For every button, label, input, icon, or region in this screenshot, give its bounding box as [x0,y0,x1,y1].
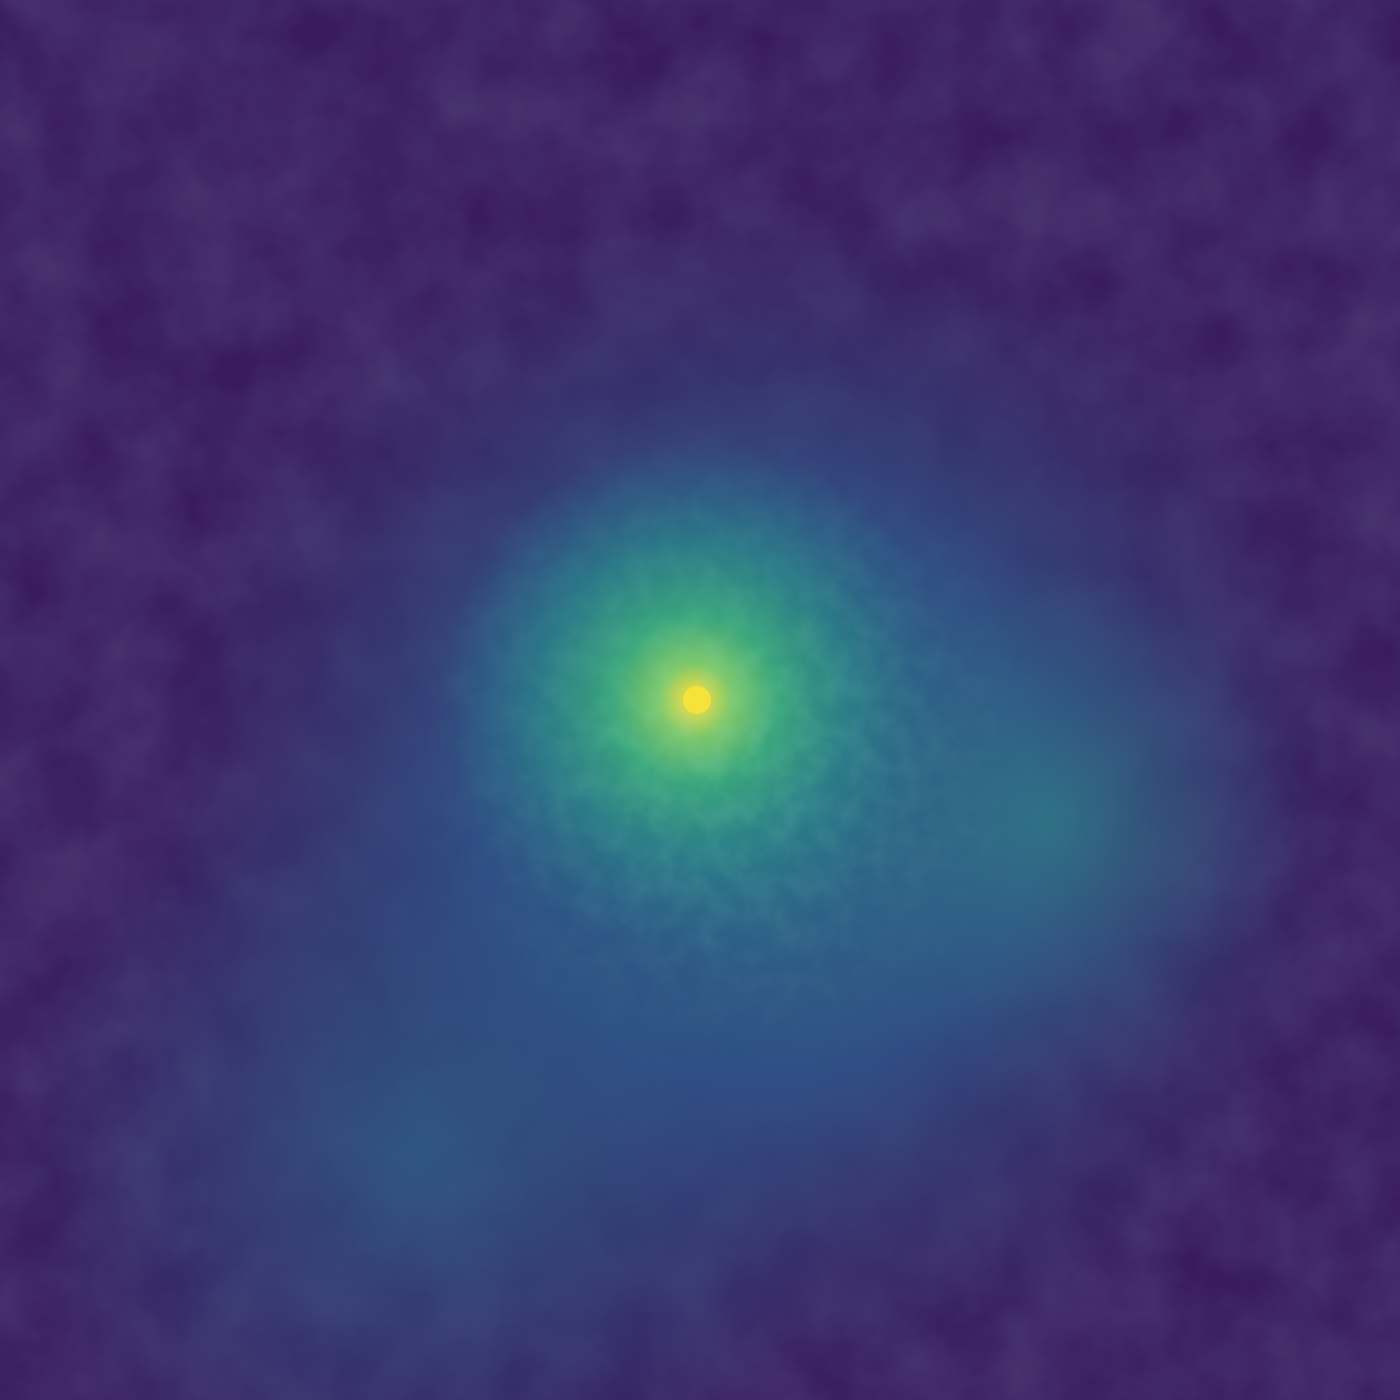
bright-spot [683,686,711,714]
